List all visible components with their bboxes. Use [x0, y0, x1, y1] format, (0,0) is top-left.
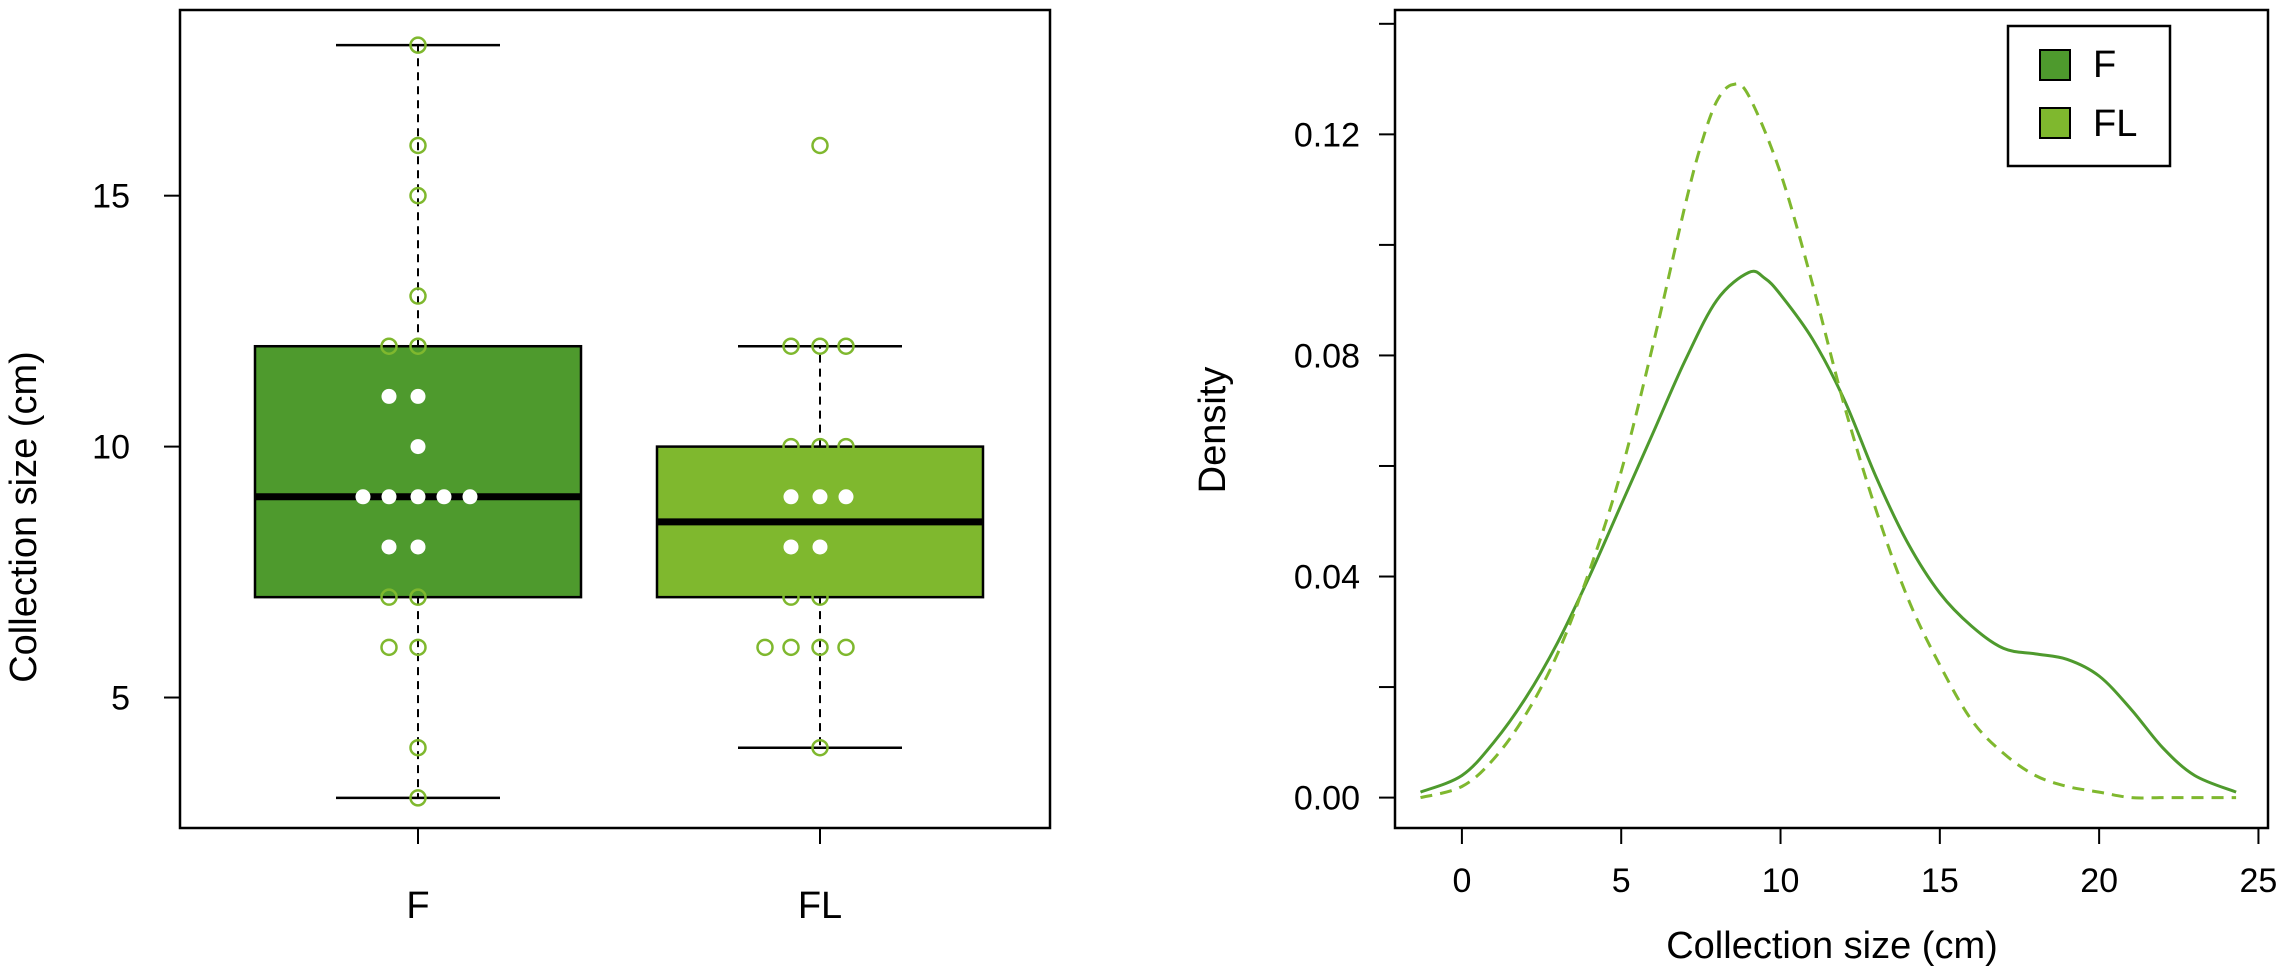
- density-y-tick-label-1: 0.04: [1294, 559, 1360, 597]
- point-fl-2: [782, 337, 800, 355]
- point-f-17: [380, 588, 398, 606]
- point-fl-16: [837, 638, 855, 657]
- legend-label-f: F: [2093, 44, 2116, 86]
- point-fl-11: [783, 539, 799, 555]
- boxplot-panel: 5 10 15 F FL Collection size (cm): [3, 8, 1052, 927]
- point-fl-1: [811, 337, 829, 355]
- density-y-axis: 0.00 0.04 0.08 0.12: [1294, 22, 1395, 818]
- point-f-12: [355, 489, 371, 505]
- point-f-10: [381, 489, 397, 505]
- box-f: [253, 344, 583, 599]
- boxplot-x-axis: F FL: [406, 828, 842, 927]
- boxplot-plot-frame: [178, 8, 1052, 830]
- legend-swatch-fl: [2039, 107, 2071, 139]
- point-f-11: [436, 489, 452, 505]
- point-f-13: [462, 489, 478, 505]
- point-fl-4: [811, 437, 829, 456]
- point-fl-3: [837, 337, 855, 355]
- point-f-1: [409, 136, 427, 155]
- point-f-0: [409, 36, 427, 54]
- boxplot-boxes: [253, 43, 985, 800]
- point-fl-12: [811, 588, 829, 606]
- boxplot-y-axis: 5 10 15: [92, 178, 180, 718]
- point-fl-17: [756, 638, 774, 657]
- point-fl-18: [811, 738, 829, 757]
- boxplot-points: [355, 36, 855, 807]
- y-tick-label-15: 15: [92, 178, 130, 216]
- point-f-15: [381, 539, 397, 555]
- point-f-5: [380, 337, 398, 355]
- point-f-7: [381, 388, 397, 404]
- density-x-tick-label-5: 5: [1612, 862, 1631, 900]
- density-series-f: [1419, 269, 2237, 794]
- point-fl-8: [783, 489, 799, 505]
- density-x-tick-label-25: 25: [2240, 862, 2278, 900]
- point-fl-10: [812, 539, 828, 555]
- density-x-tick-label-10: 10: [1762, 862, 1800, 900]
- density-x-tick-label-0: 0: [1452, 862, 1471, 900]
- density-lines: [1419, 82, 2237, 800]
- legend-box: [2006, 24, 2172, 168]
- density-x-tick-label-15: 15: [1921, 862, 1959, 900]
- point-f-21: [409, 789, 427, 807]
- density-y-tick-label-3: 0.12: [1294, 116, 1360, 154]
- density-y-axis-label: Density: [1192, 367, 1234, 494]
- point-fl-0: [811, 136, 829, 155]
- density-panel: 0.00 0.04 0.08 0.12 0 5 10 15 20 25 F FL Collect…: [1192, 8, 2277, 967]
- point-f-16: [409, 588, 427, 606]
- density-legend: F FL: [2006, 24, 2172, 168]
- point-f-19: [380, 638, 398, 657]
- point-fl-9: [838, 489, 854, 505]
- x-tick-label-f: F: [406, 885, 429, 927]
- point-f-14: [410, 539, 426, 555]
- point-f-20: [409, 738, 427, 757]
- point-f-6: [410, 388, 426, 404]
- y-tick-label-5: 5: [111, 680, 130, 718]
- point-f-8: [410, 439, 426, 455]
- y-tick-label-10: 10: [92, 429, 130, 467]
- density-x-axis: 0 5 10 15 20 25: [1452, 828, 2277, 900]
- density-y-tick-label-2: 0.08: [1294, 337, 1360, 375]
- density-x-axis-label: Collection size (cm): [1666, 925, 1998, 967]
- point-fl-14: [811, 638, 829, 657]
- point-f-2: [409, 186, 427, 205]
- point-fl-5: [782, 437, 800, 456]
- point-f-3: [409, 287, 427, 305]
- point-fl-13: [782, 588, 800, 606]
- point-f-9: [410, 489, 426, 505]
- legend-label-fl: FL: [2093, 103, 2137, 145]
- point-f-4: [409, 337, 427, 355]
- point-f-18: [409, 638, 427, 657]
- density-y-tick-label-0: 0.00: [1294, 780, 1360, 818]
- density-plot-frame: [1393, 8, 2270, 830]
- x-tick-label-fl: FL: [798, 885, 842, 927]
- boxplot-y-axis-label: Collection size (cm): [3, 351, 45, 683]
- point-fl-6: [837, 437, 855, 456]
- point-fl-15: [782, 638, 800, 657]
- density-x-tick-label-20: 20: [2080, 862, 2118, 900]
- point-fl-7: [812, 489, 828, 505]
- legend-swatch-f: [2039, 49, 2071, 81]
